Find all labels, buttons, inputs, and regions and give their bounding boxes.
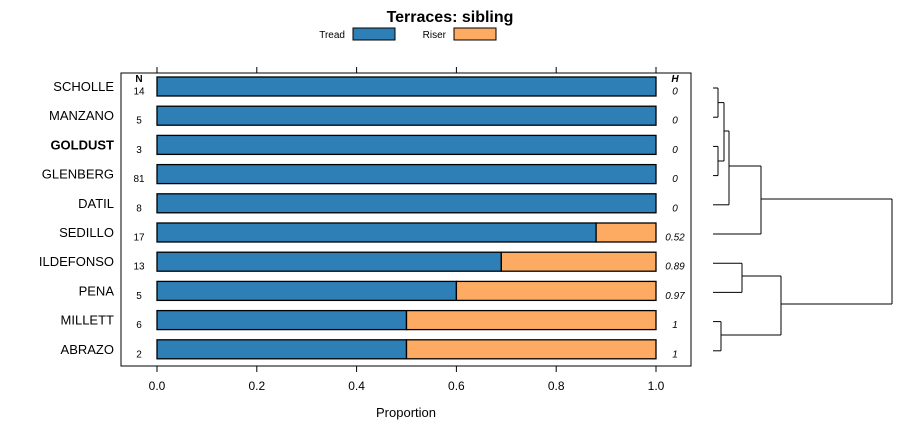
n-value: 13 [133,262,145,273]
bar-scholle-tread [156,76,657,97]
x-tick-label: 1.0 [648,379,665,393]
legend-swatch-riser [453,27,497,41]
n-value: 14 [133,87,145,98]
bar-ildefonso-riser [500,251,657,272]
bar-millett-tread [156,309,408,331]
bar-abrazo-riser [405,339,657,360]
h-value: 0.97 [665,291,685,302]
x-axis-label: Proportion [376,405,436,420]
bar-sedillo-tread [156,222,597,243]
legend-label-tread: Tread [319,30,345,41]
bar-pena-tread [156,280,458,302]
bar-datil-tread [156,193,657,214]
category-label: DATIL [78,196,114,211]
x-axis: 0.0 0.2 0.4 0.6 0.8 1.0 [149,67,665,393]
chart-title: Terraces: sibling [387,9,514,26]
bar-pena-riser [455,280,657,302]
bar-goldust-tread [156,134,657,156]
h-value: 0 [672,87,678,98]
legend-swatch-tread [352,27,396,41]
n-value: 3 [136,145,142,156]
bar-glenberg-tread [156,163,657,185]
n-value: 5 [136,116,142,127]
category-label: ABRAZO [61,342,114,357]
x-tick-label: 0.4 [348,379,365,393]
category-label: MANZANO [49,108,114,123]
h-value: 0.89 [665,262,685,273]
bar-manzano-tread [156,105,657,126]
x-tick-label: 0.6 [448,379,465,393]
category-label: GOLDUST [50,137,114,152]
n-value: 6 [136,320,142,331]
n-header: N [135,74,142,85]
h-value: 0.52 [665,233,685,244]
bar-ildefonso-tread [156,251,502,272]
bar-millett-riser [405,309,657,331]
n-value: 2 [136,349,142,360]
h-value: 1 [672,320,678,331]
n-value: 5 [136,291,142,302]
legend-label-riser: Riser [423,30,447,41]
h-value: 0 [672,174,678,185]
bar-group [156,76,657,360]
x-tick-label: 0.0 [149,379,166,393]
h-value: 0 [672,203,678,214]
bar-sedillo-riser [595,222,657,243]
x-tick-label: 0.8 [548,379,565,393]
x-tick-label: 0.2 [248,379,265,393]
category-label: ILDEFONSO [39,254,114,269]
h-header: H [671,74,679,85]
legend: Tread Riser [319,27,497,41]
category-label: PENA [79,283,115,298]
category-label: GLENBERG [42,167,114,182]
h-value: 0 [672,116,678,127]
plot-frame [120,72,692,367]
bar-abrazo-tread [156,339,408,360]
n-value: 17 [133,233,145,244]
h-value: 1 [672,349,678,360]
category-label: SCHOLLE [53,79,114,94]
n-value: 81 [133,174,145,185]
category-labels: SCHOLLE MANZANO GOLDUST GLENBERG DATIL SEDILL… [39,79,114,357]
n-value: 8 [136,203,142,214]
category-label: SEDILLO [59,225,114,240]
annotations: N H 14 0 5 0 3 0 81 0 8 0 17 0.52 13 0.89 5 0.97 6 1 2 1 [133,74,685,360]
dendrogram [713,87,893,352]
category-label: MILLETT [61,313,115,328]
h-value: 0 [672,145,678,156]
